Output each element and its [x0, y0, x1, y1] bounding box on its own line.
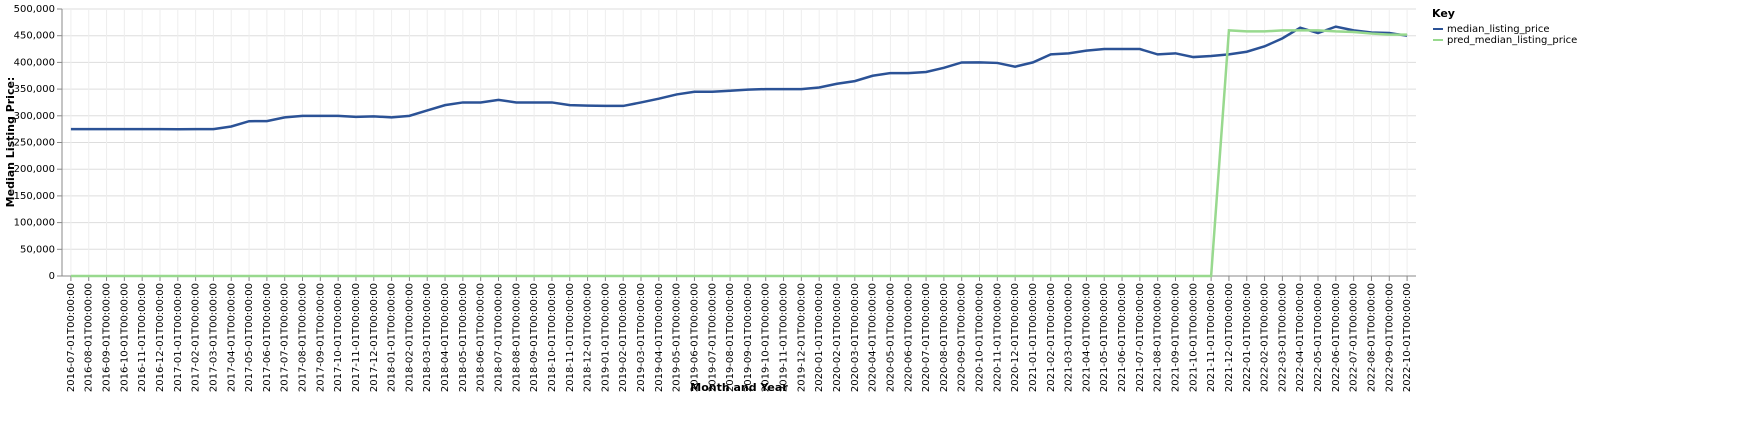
y-tick-label: 150,000	[14, 191, 55, 202]
x-tick-label: 2021-01-01T00:00:00	[1028, 283, 1039, 392]
x-tick-label: 2018-06-01T00:00:00	[476, 283, 487, 392]
x-tick-label: 2019-11-01T00:00:00	[779, 283, 790, 392]
x-tick-label: 2017-12-01T00:00:00	[369, 283, 380, 392]
y-tick-label: 350,000	[14, 84, 55, 95]
x-tick-label: 2018-11-01T00:00:00	[565, 283, 576, 392]
x-tick-label: 2021-06-01T00:00:00	[1117, 283, 1128, 392]
x-tick-label: 2022-08-01T00:00:00	[1366, 283, 1377, 392]
x-tick-label: 2021-10-01T00:00:00	[1188, 283, 1199, 392]
x-tick-label: 2022-03-01T00:00:00	[1277, 283, 1288, 392]
x-tick-label: 2022-10-01T00:00:00	[1402, 283, 1413, 392]
x-tick-label: 2018-07-01T00:00:00	[493, 283, 504, 392]
x-tick-label: 2016-09-01T00:00:00	[102, 283, 113, 392]
series-line	[70, 25, 1408, 131]
legend-title: Key	[1432, 7, 1455, 20]
x-tick-label: 2019-09-01T00:00:00	[743, 283, 754, 392]
y-axis-title: Median Listing Price:	[4, 77, 17, 208]
x-tick-label: 2021-05-01T00:00:00	[1099, 283, 1110, 392]
x-tick-label: 2018-03-01T00:00:00	[422, 283, 433, 392]
x-tick-label: 2018-04-01T00:00:00	[440, 283, 451, 392]
x-tick-label: 2019-10-01T00:00:00	[761, 283, 772, 392]
x-tick-label: 2019-07-01T00:00:00	[707, 283, 718, 392]
x-tick-label: 2017-11-01T00:00:00	[351, 283, 362, 392]
x-tick-label: 2018-05-01T00:00:00	[458, 283, 469, 392]
x-tick-label: 2016-10-01T00:00:00	[119, 283, 130, 392]
x-tick-label: 2020-06-01T00:00:00	[903, 283, 914, 392]
x-tick-label: 2018-09-01T00:00:00	[529, 283, 540, 392]
series-line	[70, 29, 1408, 278]
y-tick-label: 50,000	[20, 244, 55, 255]
x-tick-label: 2020-11-01T00:00:00	[992, 283, 1003, 392]
x-tick-label: 2020-01-01T00:00:00	[814, 283, 825, 392]
y-tick-label: 100,000	[14, 218, 55, 229]
x-tick-label: 2020-05-01T00:00:00	[885, 283, 896, 392]
x-tick-label: 2020-10-01T00:00:00	[975, 283, 986, 392]
x-tick-label: 2021-02-01T00:00:00	[1046, 283, 1057, 392]
x-tick-label: 2017-06-01T00:00:00	[262, 283, 273, 392]
x-tick-label: 2022-04-01T00:00:00	[1295, 283, 1306, 392]
x-tick-label: 2017-03-01T00:00:00	[208, 283, 219, 392]
x-tick-label: 2022-06-01T00:00:00	[1331, 283, 1342, 392]
x-tick-label: 2019-08-01T00:00:00	[725, 283, 736, 392]
x-tick-label: 2022-09-01T00:00:00	[1384, 283, 1395, 392]
x-tick-label: 2017-05-01T00:00:00	[244, 283, 255, 392]
x-tick-label: 2021-11-01T00:00:00	[1206, 283, 1217, 392]
x-tick-label: 2019-02-01T00:00:00	[618, 283, 629, 392]
x-tick-label: 2021-12-01T00:00:00	[1224, 283, 1235, 392]
x-tick-label: 2021-07-01T00:00:00	[1135, 283, 1146, 392]
y-tick-label: 300,000	[14, 111, 55, 122]
y-tick-label: 450,000	[14, 31, 55, 42]
y-tick-label: 500,000	[14, 4, 55, 15]
x-tick-label: 2020-12-01T00:00:00	[1010, 283, 1021, 392]
x-tick-label: 2021-08-01T00:00:00	[1153, 283, 1164, 392]
x-axis-title: Month and Year	[690, 381, 788, 394]
x-tick-label: 2019-06-01T00:00:00	[689, 283, 700, 392]
x-tick-label: 2021-09-01T00:00:00	[1170, 283, 1181, 392]
x-tick-label: 2017-10-01T00:00:00	[333, 283, 344, 392]
x-tick-label: 2021-03-01T00:00:00	[1064, 283, 1075, 392]
x-tick-label: 2017-02-01T00:00:00	[191, 283, 202, 392]
x-tick-label: 2022-02-01T00:00:00	[1260, 283, 1271, 392]
x-tick-label: 2019-01-01T00:00:00	[600, 283, 611, 392]
x-tick-label: 2019-12-01T00:00:00	[796, 283, 807, 392]
x-tick-label: 2017-04-01T00:00:00	[226, 283, 237, 392]
legend-label: median_listing_price	[1447, 24, 1550, 35]
y-tick-label: 200,000	[14, 164, 55, 175]
x-tick-label: 2017-08-01T00:00:00	[298, 283, 309, 392]
x-tick-label: 2022-01-01T00:00:00	[1242, 283, 1253, 392]
x-tick-label: 2016-07-01T00:00:00	[66, 283, 77, 392]
x-tick-label: 2018-01-01T00:00:00	[387, 283, 398, 392]
x-tick-label: 2018-10-01T00:00:00	[547, 283, 558, 392]
x-tick-label: 2017-01-01T00:00:00	[173, 283, 184, 392]
x-tick-label: 2018-02-01T00:00:00	[404, 283, 415, 392]
x-tick-label: 2022-07-01T00:00:00	[1349, 283, 1360, 392]
x-tick-label: 2018-12-01T00:00:00	[583, 283, 594, 392]
x-tick-label: 2019-03-01T00:00:00	[636, 283, 647, 392]
y-tick-label: 400,000	[14, 57, 55, 68]
y-tick-label: 250,000	[14, 138, 55, 149]
legend-label: pred_median_listing_price	[1447, 35, 1577, 46]
y-tick-label: 0	[49, 271, 55, 282]
x-tick-label: 2022-05-01T00:00:00	[1313, 283, 1324, 392]
x-tick-label: 2017-07-01T00:00:00	[280, 283, 291, 392]
x-tick-label: 2019-05-01T00:00:00	[672, 283, 683, 392]
x-tick-label: 2020-04-01T00:00:00	[868, 283, 879, 392]
x-tick-label: 2020-08-01T00:00:00	[939, 283, 950, 392]
x-tick-label: 2018-08-01T00:00:00	[511, 283, 522, 392]
x-tick-label: 2020-03-01T00:00:00	[850, 283, 861, 392]
x-tick-label: 2020-09-01T00:00:00	[957, 283, 968, 392]
x-tick-label: 2020-07-01T00:00:00	[921, 283, 932, 392]
x-tick-label: 2020-02-01T00:00:00	[832, 283, 843, 392]
x-tick-label: 2021-04-01T00:00:00	[1081, 283, 1092, 392]
x-tick-label: 2016-11-01T00:00:00	[137, 283, 148, 392]
x-tick-label: 2016-08-01T00:00:00	[84, 283, 95, 392]
x-tick-label: 2017-09-01T00:00:00	[315, 283, 326, 392]
x-tick-label: 2016-12-01T00:00:00	[155, 283, 166, 392]
x-tick-label: 2019-04-01T00:00:00	[654, 283, 665, 392]
